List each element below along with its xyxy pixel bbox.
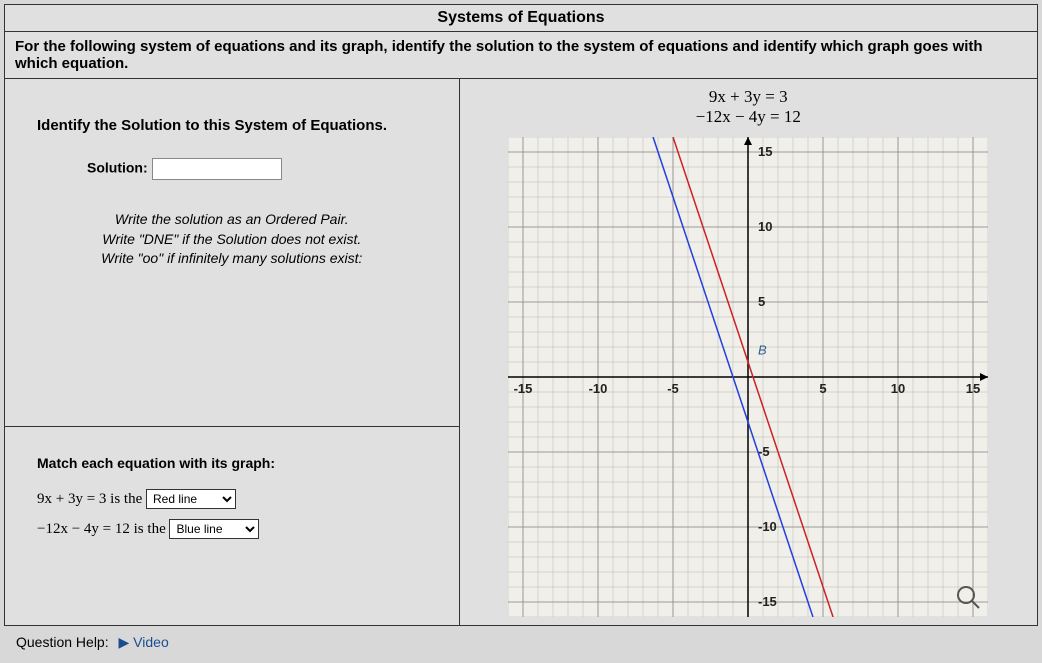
svg-text:-10: -10 — [758, 519, 777, 534]
line-select-2[interactable]: Blue line — [169, 519, 259, 539]
svg-text:15: 15 — [966, 381, 980, 396]
line-select-1[interactable]: Red line — [146, 489, 236, 509]
svg-text:B: B — [758, 343, 767, 358]
match-title: Match each equation with its graph: — [37, 455, 447, 471]
play-icon: ▶ — [119, 634, 130, 650]
svg-text:-10: -10 — [589, 381, 608, 396]
equation-2: −12x − 4y = 12 — [472, 107, 1025, 127]
video-link[interactable]: ▶ Video — [119, 634, 169, 650]
svg-text:-15: -15 — [758, 594, 777, 609]
solution-row: Solution: — [87, 158, 427, 180]
match-row-2: −12x − 4y = 12 is the Blue line — [37, 519, 447, 539]
solution-input[interactable] — [152, 158, 282, 180]
video-label: Video — [133, 634, 169, 650]
chart-cell: 9x + 3y = 3 −12x − 4y = 12 -15 -10 -5 5 10 15… — [459, 79, 1037, 626]
hints-block: Write the solution as an Ordered Pair. W… — [37, 210, 427, 269]
hint-dne: Write "DNE" if the Solution does not exi… — [37, 230, 427, 250]
equation-1: 9x + 3y = 3 — [472, 87, 1025, 107]
help-row: Question Help: ▶ Video — [4, 626, 1038, 659]
solution-label: Solution: — [87, 160, 148, 176]
svg-text:5: 5 — [820, 381, 827, 396]
match-cell: Match each equation with its graph: 9x +… — [5, 426, 460, 625]
svg-text:5: 5 — [758, 294, 765, 309]
match-row-1: 9x + 3y = 3 is the Red line — [37, 489, 447, 509]
svg-text:15: 15 — [758, 144, 772, 159]
page-title: Systems of Equations — [5, 5, 1038, 32]
svg-text:10: 10 — [758, 219, 772, 234]
graph-container: -15-10-551015-15-10-551015B — [472, 137, 1025, 617]
match-eq-2: −12x − 4y = 12 — [37, 521, 130, 537]
coordinate-plane: -15-10-551015-15-10-551015B — [508, 137, 988, 617]
systems-table: Systems of Equations For the following s… — [4, 4, 1038, 626]
svg-text:-15: -15 — [514, 381, 533, 396]
hint-ordered-pair: Write the solution as an Ordered Pair. — [37, 210, 427, 230]
svg-text:-5: -5 — [667, 381, 679, 396]
help-label: Question Help: — [16, 634, 109, 650]
identify-title: Identify the Solution to this System of … — [37, 117, 427, 134]
equations-block: 9x + 3y = 3 −12x − 4y = 12 — [472, 87, 1025, 137]
svg-text:10: 10 — [891, 381, 905, 396]
instruction-text: For the following system of equations an… — [5, 32, 1038, 79]
match-eq-1: 9x + 3y = 3 — [37, 491, 106, 507]
identify-cell: Identify the Solution to this System of … — [5, 79, 460, 427]
hint-infinite: Write "oo" if infinitely many solutions … — [37, 249, 427, 269]
